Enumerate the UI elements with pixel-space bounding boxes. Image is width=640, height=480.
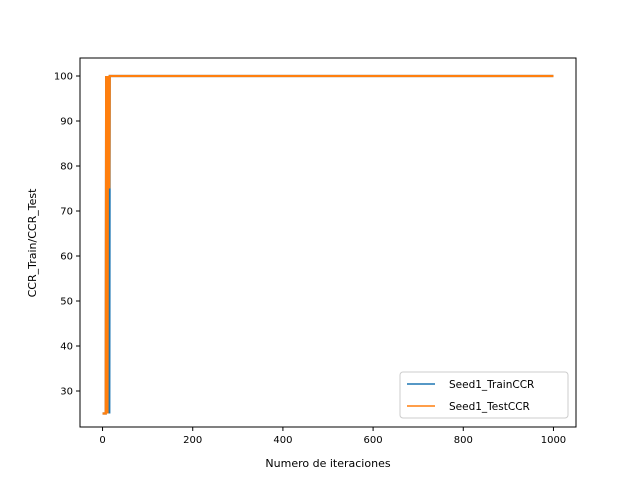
x-tick-label: 200 — [183, 435, 202, 446]
y-tick-label: 80 — [60, 162, 73, 173]
x-tick-label: 600 — [364, 435, 383, 446]
y-tick-label: 60 — [60, 252, 73, 263]
y-tick-label: 40 — [60, 342, 73, 353]
axes-frame — [79, 57, 577, 428]
y-tick-label: 30 — [60, 387, 73, 398]
series-line-seed1-testccr — [102, 74, 554, 415]
y-axis-label: CCR_Train/CCR_Test — [26, 188, 39, 297]
y-tick-label: 90 — [60, 117, 73, 128]
legend-box — [399, 371, 569, 419]
x-axis-label: Numero de iteraciones — [265, 457, 390, 470]
x-tick-label: 1000 — [541, 435, 566, 446]
x-tick-label: 0 — [99, 435, 105, 446]
y-tick-label: 70 — [60, 207, 73, 218]
y-tick-label: 100 — [54, 72, 73, 83]
x-axis-ticks: 0 200 400 600 800 1000 — [99, 427, 566, 446]
legend-label-train: Seed1_TrainCCR — [449, 379, 534, 391]
legend: Seed1_TrainCCR Seed1_TestCCR — [399, 371, 569, 419]
x-tick-label: 400 — [273, 435, 292, 446]
plot-lines — [102, 74, 554, 415]
y-tick-label: 50 — [60, 297, 73, 308]
x-tick-label: 800 — [454, 435, 473, 446]
legend-label-test: Seed1_TestCCR — [449, 401, 530, 413]
y-axis-ticks: 30 40 50 60 70 80 90 100 — [54, 72, 80, 398]
plot-area-border — [79, 57, 577, 428]
